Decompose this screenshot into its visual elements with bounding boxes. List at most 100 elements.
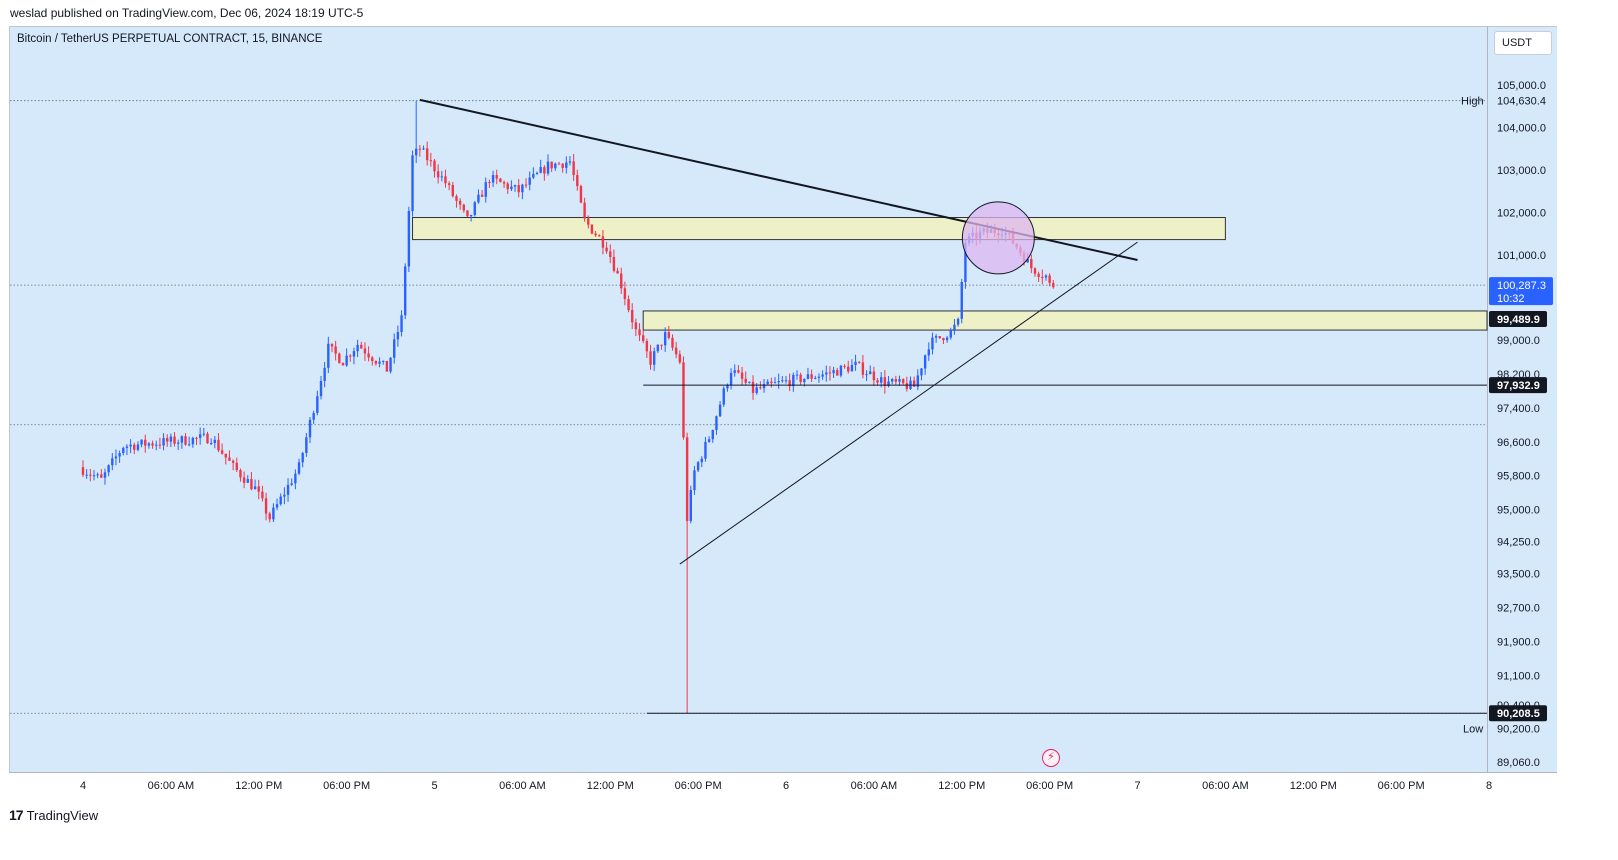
candle-body-172 bbox=[711, 430, 714, 440]
candle-body-221 bbox=[890, 379, 894, 382]
candle-body-78 bbox=[367, 353, 370, 358]
candle-body-225 bbox=[905, 383, 909, 389]
y-tick-label-9: 95,800.0 bbox=[1497, 471, 1540, 483]
candle-body-210 bbox=[850, 365, 854, 372]
grid-layer bbox=[10, 100, 1487, 714]
candle-body-167 bbox=[693, 470, 696, 491]
candle-body-208 bbox=[843, 365, 846, 367]
candle-body-37 bbox=[217, 439, 220, 451]
candle-body-107 bbox=[473, 202, 476, 215]
candle-body-199 bbox=[810, 374, 813, 379]
candle-body-18 bbox=[147, 443, 151, 446]
candle-body-145 bbox=[612, 257, 616, 271]
candle-body-23 bbox=[166, 438, 169, 442]
candle-body-64 bbox=[316, 396, 319, 414]
candle-body-150 bbox=[631, 309, 634, 323]
candle-body-201 bbox=[817, 376, 821, 378]
candle-body-144 bbox=[609, 251, 612, 258]
candle-body-169 bbox=[700, 458, 703, 463]
candle-body-43 bbox=[239, 470, 242, 478]
candle-body-33 bbox=[202, 433, 206, 435]
candle-body-204 bbox=[828, 372, 832, 374]
x-tick-label-13: 06:00 AM bbox=[1202, 780, 1248, 792]
candle-body-106 bbox=[469, 214, 473, 217]
candle-body-133 bbox=[568, 161, 572, 163]
candle-body-38 bbox=[220, 450, 224, 454]
candle-body-85 bbox=[393, 339, 396, 358]
candle-body-227 bbox=[912, 380, 916, 387]
candle-body-26 bbox=[176, 442, 180, 444]
candle-body-162 bbox=[674, 347, 678, 355]
candle-body-187 bbox=[766, 381, 769, 385]
candle-body-112 bbox=[491, 175, 495, 183]
candle-body-27 bbox=[180, 436, 184, 443]
candle-body-174 bbox=[718, 404, 722, 417]
currency-button[interactable]: USDT bbox=[1494, 31, 1552, 55]
candle-body-213 bbox=[861, 362, 865, 375]
candle-body-179 bbox=[737, 370, 740, 373]
y-tick-label-10: 95,000.0 bbox=[1497, 505, 1540, 517]
lightning-icon[interactable]: ⚡ bbox=[1042, 749, 1060, 767]
chart-pane[interactable] bbox=[9, 26, 1487, 772]
candle-body-45 bbox=[246, 479, 249, 483]
candle-body-86 bbox=[396, 332, 400, 340]
candle-body-76 bbox=[360, 344, 363, 349]
candle-body-101 bbox=[451, 184, 455, 197]
candle-body-184 bbox=[755, 387, 758, 393]
candle-body-19 bbox=[151, 443, 154, 446]
candle-body-110 bbox=[484, 182, 487, 197]
candle-body-104 bbox=[462, 204, 465, 211]
x-tick-label-1: 06:00 AM bbox=[148, 780, 194, 792]
candle-body-180 bbox=[740, 372, 744, 379]
candle-body-146 bbox=[616, 270, 619, 274]
y-tick-label-1: 104,000.0 bbox=[1497, 122, 1546, 134]
candle-body-188 bbox=[770, 381, 773, 383]
candle-body-59 bbox=[297, 462, 301, 474]
price-scale[interactable] bbox=[1487, 26, 1557, 772]
candle-body-48 bbox=[257, 486, 260, 492]
candle-body-263 bbox=[1044, 275, 1048, 278]
candle-body-69 bbox=[334, 346, 337, 354]
candle-body-75 bbox=[356, 344, 359, 352]
x-tick-label-12: 7 bbox=[1134, 780, 1140, 792]
x-axis: 4 06:00 AM 12:00 PM 06:00 PM 5 06:00 AM 12:00 … bbox=[80, 780, 1492, 792]
y-tick-label-15: 91,100.0 bbox=[1497, 670, 1540, 682]
candle-body-7 bbox=[107, 465, 110, 473]
candle-body-0 bbox=[81, 467, 85, 475]
candle-body-195 bbox=[795, 374, 799, 376]
candle-body-8 bbox=[111, 458, 114, 466]
support-zone-0 bbox=[412, 217, 1226, 241]
candle-body-1 bbox=[85, 474, 88, 476]
candle-body-95 bbox=[429, 160, 433, 162]
tradingview-logo-icon: 17 bbox=[9, 807, 24, 823]
time-scale[interactable] bbox=[9, 772, 1557, 800]
level-tag-value-2: 90,208.5 bbox=[1497, 708, 1540, 720]
candle-body-68 bbox=[330, 343, 334, 347]
candle-body-154 bbox=[645, 341, 649, 352]
candle-body-71 bbox=[341, 362, 345, 366]
candle-body-35 bbox=[209, 443, 213, 445]
candle-body-36 bbox=[213, 439, 217, 444]
candle-body-220 bbox=[887, 381, 890, 387]
line-layer bbox=[419, 98, 1487, 714]
brand-name: TradingView bbox=[26, 807, 99, 823]
candle-body-99 bbox=[444, 176, 447, 184]
candle-body-216 bbox=[872, 371, 876, 381]
candle-body-153 bbox=[642, 335, 645, 342]
candle-body-140 bbox=[594, 233, 597, 236]
candle-body-100 bbox=[447, 183, 451, 185]
candle-body-94 bbox=[425, 148, 429, 161]
candle-body-141 bbox=[598, 235, 601, 237]
candle-body-73 bbox=[349, 355, 352, 357]
tradingview-brand[interactable]: 17 TradingView bbox=[9, 807, 98, 823]
candle-body-177 bbox=[729, 372, 733, 386]
x-tick-label-6: 12:00 PM bbox=[587, 780, 634, 792]
x-tick-label-9: 06:00 AM bbox=[851, 780, 897, 792]
candle-body-262 bbox=[1041, 276, 1044, 278]
y-tick-label-11: 94,250.0 bbox=[1497, 537, 1540, 549]
y-tick-label-4: 101,000.0 bbox=[1497, 250, 1546, 262]
candle-body-52 bbox=[272, 507, 275, 520]
candle-body-79 bbox=[371, 357, 374, 361]
x-tick-label-5: 06:00 AM bbox=[499, 780, 545, 792]
